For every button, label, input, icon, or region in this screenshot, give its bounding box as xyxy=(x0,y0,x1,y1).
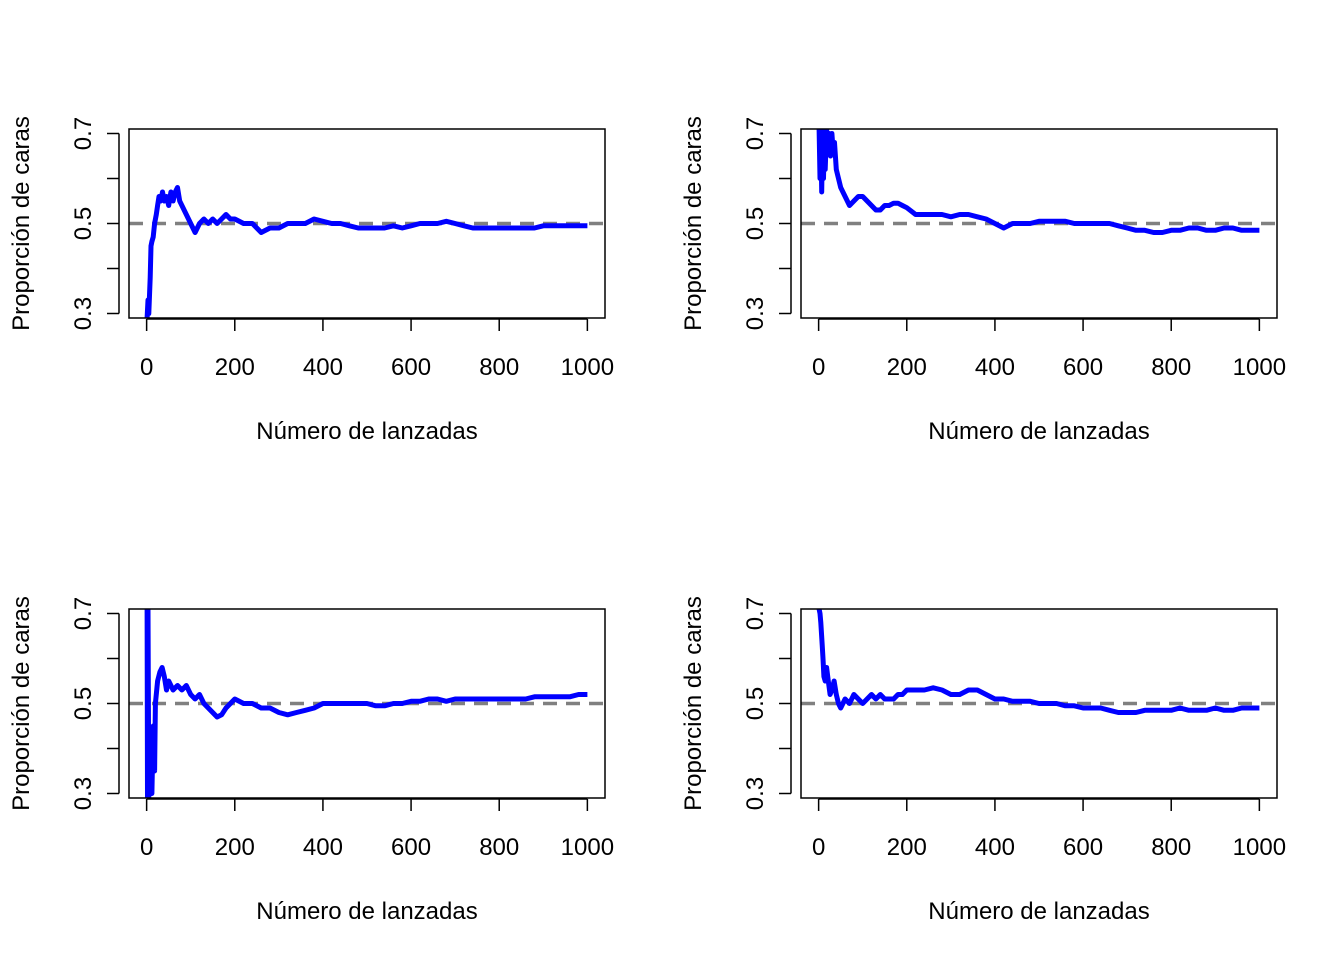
x-tick-label: 600 xyxy=(391,354,431,381)
x-axis-title: Número de lanzadas xyxy=(256,898,477,925)
y-tick-label: 0.7 xyxy=(742,597,769,630)
x-tick-label: 1000 xyxy=(1233,834,1286,861)
plot-frame xyxy=(128,608,606,799)
y-axis-title: Proporción de caras xyxy=(8,116,35,331)
series-line xyxy=(144,609,588,798)
x-tick-label: 800 xyxy=(479,834,519,861)
y-tick-label: 0.3 xyxy=(742,777,769,810)
y-tick-label: 0.3 xyxy=(70,297,97,330)
x-tick-label: 400 xyxy=(303,354,343,381)
x-tick-label: 400 xyxy=(303,834,343,861)
x-tick-label: 200 xyxy=(215,354,255,381)
x-tick-label: 0 xyxy=(812,354,825,381)
chart-panel-2: 0 200 400 600 800 1000 0.3 0.5 0.7 Número de lanz… xyxy=(680,116,1286,445)
plot-frame xyxy=(800,128,1278,319)
y-axis-title: Proporción de caras xyxy=(680,116,707,331)
y-tick-label: 0.5 xyxy=(742,207,769,240)
x-axis-title: Número de lanzadas xyxy=(928,418,1149,445)
series-line xyxy=(144,185,588,318)
series-line xyxy=(816,609,1260,715)
y-tick-label: 0.3 xyxy=(742,297,769,330)
x-tick-label: 600 xyxy=(391,834,431,861)
y-axis-title: Proporción de caras xyxy=(680,596,707,811)
x-tick-label: 600 xyxy=(1063,834,1103,861)
chart-panel-4: 0 200 400 600 800 1000 0.3 0.5 0.7 Número de lanz… xyxy=(680,596,1286,925)
x-axis-title: Número de lanzadas xyxy=(928,898,1149,925)
x-tick-label: 0 xyxy=(140,834,153,861)
y-tick-label: 0.5 xyxy=(742,687,769,720)
y-tick-label: 0.3 xyxy=(70,777,97,810)
x-tick-label: 400 xyxy=(975,834,1015,861)
x-axis-title: Número de lanzadas xyxy=(256,418,477,445)
series-line xyxy=(816,129,1260,235)
x-tick-label: 1000 xyxy=(561,834,614,861)
y-tick-label: 0.7 xyxy=(742,117,769,150)
plot-frame xyxy=(800,608,1278,799)
chart-panel-1: 0 200 400 600 800 1000 0.3 0.5 0.7 Número de lanz… xyxy=(8,116,614,445)
x-tick-label: 800 xyxy=(1151,354,1191,381)
x-tick-label: 600 xyxy=(1063,354,1103,381)
x-tick-label: 400 xyxy=(975,354,1015,381)
x-tick-label: 200 xyxy=(215,834,255,861)
x-tick-label: 200 xyxy=(887,354,927,381)
plot-frame xyxy=(128,128,606,319)
y-axis-title: Proporción de caras xyxy=(8,596,35,811)
x-tick-label: 800 xyxy=(1151,834,1191,861)
y-tick-label: 0.5 xyxy=(70,207,97,240)
y-tick-label: 0.5 xyxy=(70,687,97,720)
y-tick-label: 0.7 xyxy=(70,597,97,630)
x-tick-label: 1000 xyxy=(561,354,614,381)
y-tick-label: 0.7 xyxy=(70,117,97,150)
x-tick-label: 1000 xyxy=(1233,354,1286,381)
chart-panel-3: 0 200 400 600 800 1000 0.3 0.5 0.7 Número de lanz… xyxy=(8,596,614,925)
x-tick-label: 800 xyxy=(479,354,519,381)
x-tick-label: 0 xyxy=(140,354,153,381)
x-tick-label: 0 xyxy=(812,834,825,861)
x-tick-label: 200 xyxy=(887,834,927,861)
